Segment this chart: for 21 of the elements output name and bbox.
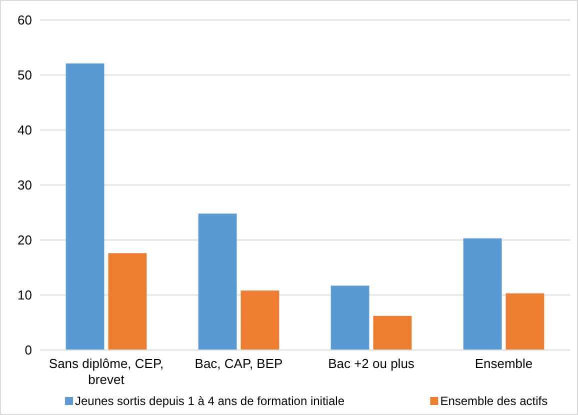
y-tick-label: 20	[18, 232, 32, 248]
legend-label: Jeunes sortis depuis 1 à 4 ans de formation initiale	[75, 394, 345, 408]
x-tick-label: Sans diplôme, CEP, brevet	[48, 356, 164, 387]
bar	[240, 290, 280, 350]
x-tick-label: Bac +2 ou plus	[328, 356, 415, 371]
bar	[66, 63, 104, 350]
bar	[373, 316, 412, 350]
y-tick-label: 10	[18, 288, 32, 303]
x-tick-label: Ensemble	[474, 356, 533, 371]
y-tick-label: 30	[18, 178, 32, 193]
y-tick-label: 60	[18, 12, 32, 28]
y-tick-label: 0	[24, 342, 32, 358]
x-tick-label: Bac, CAP, BEP	[194, 356, 283, 371]
bar	[463, 238, 502, 350]
bar	[198, 214, 237, 350]
legend-label: Ensemble des actifs	[440, 394, 548, 408]
bar	[108, 253, 147, 350]
y-tick-label: 40	[18, 122, 32, 138]
bar	[330, 286, 370, 350]
y-tick-label: 50	[18, 68, 32, 83]
bar	[506, 293, 544, 350]
